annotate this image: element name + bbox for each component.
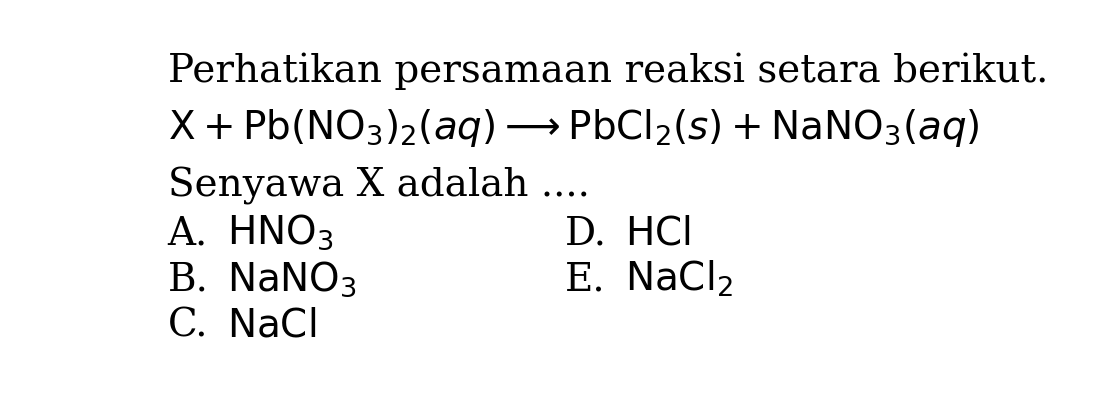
Text: $\mathrm{NaCl}$: $\mathrm{NaCl}$ — [227, 306, 316, 344]
Text: C.: C. — [168, 307, 208, 344]
Text: E.: E. — [565, 261, 605, 298]
Text: D.: D. — [565, 215, 607, 252]
Text: $\mathrm{HNO_3}$: $\mathrm{HNO_3}$ — [227, 212, 334, 252]
Text: $\mathrm{NaNO_3}$: $\mathrm{NaNO_3}$ — [227, 259, 357, 298]
Text: Senyawa X adalah ....: Senyawa X adalah .... — [168, 166, 590, 204]
Text: $\mathrm{NaCl_2}$: $\mathrm{NaCl_2}$ — [625, 258, 733, 298]
Text: Perhatikan persamaan reaksi setara berikut.: Perhatikan persamaan reaksi setara berik… — [168, 52, 1048, 89]
Text: B.: B. — [168, 261, 208, 298]
Text: A.: A. — [168, 215, 208, 252]
Text: $\mathrm{HCl}$: $\mathrm{HCl}$ — [625, 214, 690, 252]
Text: $\mathrm{X + Pb(NO_3)_2(\mathit{aq}) \longrightarrow PbCl_2(\mathit{s}) + NaNO_3: $\mathrm{X + Pb(NO_3)_2(\mathit{aq}) \lo… — [168, 107, 980, 149]
